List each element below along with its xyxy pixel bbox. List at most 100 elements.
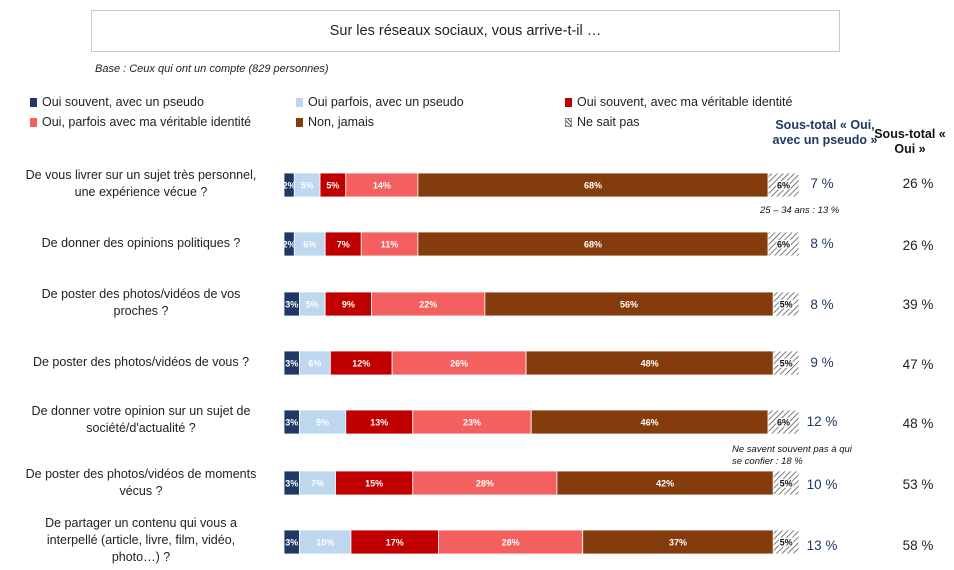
bar-segment [484,291,774,317]
bar-segment [556,470,774,496]
bar-segment [335,470,414,496]
confide-note-line: Ne savent souvent pas à qui [732,444,852,455]
bar-segment [772,529,800,555]
bar-data-label: 13% [370,418,388,428]
bar-segment [293,231,326,257]
subtotal-pseudo-header: Sous-total « Oui, avec un pseudo » [772,118,878,147]
category-label-line: De donner des opinions politiques ? [41,236,241,250]
bar-data-label: 6% [308,359,321,369]
bar-data-label: 37% [669,538,687,548]
bar-segment [767,409,800,435]
category-label: De poster des photos/vidéos de vous ? [10,354,272,371]
category-label: De poster des photos/vidéos de vos proch… [10,286,272,320]
bar-data-label: 7% [311,479,324,489]
bar-segment [360,231,419,257]
bar-segment [319,172,347,198]
bar-segment [582,529,774,555]
bar-data-label: 42% [656,479,674,489]
bar-segment [412,470,558,496]
bar-data-label: 6% [303,240,316,250]
bar-data-label: 3% [285,479,298,489]
bar-data-label: 6% [777,240,790,250]
bar-data-label: 14% [373,181,391,191]
subtotal-pseudo-value: 8 % [810,236,834,251]
category-label-line: De donner votre opinion sur un sujet de [31,404,251,418]
bar-data-label: 7% [337,240,350,250]
legend-label: Ne sait pas [577,115,640,129]
category-label-line: photo…) ? [111,550,171,564]
bar-data-label: 5% [780,479,793,489]
bar-data-label: 46% [641,418,659,428]
bar-data-label: 3% [285,300,298,310]
bar-segment [350,529,439,555]
legend-label: Oui parfois, avec un pseudo [308,95,464,109]
subtotal-oui-value: 58 % [902,538,934,553]
legend-swatch-hatch [565,117,572,127]
category-label-line: vécus ? [119,484,163,498]
subtotal-pseudo-value: 13 % [806,538,838,553]
bar-segment [324,231,362,257]
category-label-line: société/d'actualité ? [86,421,196,435]
subtotal-oui-value: 26 % [902,176,934,191]
bar-data-label: 3% [285,418,298,428]
bar-data-label: 11% [381,240,399,250]
bar-data-label: 48% [641,359,659,369]
subtotal-pseudo-value: 12 % [806,414,838,429]
bar-segment [299,470,336,496]
legend-item-non-jamais: Non, jamais [296,115,374,129]
bar-data-label: 2% [283,181,296,191]
bar-data-label: 68% [584,181,602,191]
confide-note-line: se confier : 18 % [732,456,803,467]
subtotal-pseudo-value: 7 % [810,176,834,191]
bar-data-label: 22% [419,300,437,310]
legend-item-oui-parfois-pseudo: Oui parfois, avec un pseudo [296,95,464,109]
bar-data-label: 26% [450,359,468,369]
legend-swatch [30,97,37,107]
category-label-line: De poster des photos/vidéos de vos [41,287,241,301]
bar-data-label: 56% [620,300,638,310]
subtotal-oui-value: 26 % [902,238,934,253]
legend-item-oui-parfois-identite: Oui, parfois avec ma véritable identité [30,115,251,129]
subtotal-oui-header: Sous-total « Oui » [874,127,946,156]
bar-data-label: 2% [283,240,296,250]
bar-data-label: 28% [502,538,520,548]
category-label: De poster des photos/vidéos de moments v… [10,466,272,500]
bar-segment [345,172,419,198]
bar-data-label: 9% [316,418,329,428]
subtotal-pseudo-value: 10 % [806,477,838,492]
subtotal-pseudo-value: 9 % [810,355,834,370]
bar-segment [772,350,800,376]
bar-segment [767,231,800,257]
bar-data-label: 6% [777,181,790,191]
bar-segment [329,350,393,376]
bar-segment [417,231,769,257]
bar-data-label: 5% [780,300,793,310]
legend-item-ne-sait-pas: Ne sait pas [565,115,640,129]
subtotal-oui-value: 47 % [902,357,934,372]
bar-segment [391,350,527,376]
subtotal-pseudo-value: 8 % [810,297,834,312]
age-note: 25 – 34 ans : 13 % [760,205,840,216]
bar-segment [412,409,532,435]
bar-data-label: 5% [326,181,339,191]
bar-data-label: 5% [306,300,319,310]
bar-data-label: 5% [780,538,793,548]
bar-segment [299,291,326,317]
subtotal-oui-value: 53 % [902,477,934,492]
legend-label: Non, jamais [308,115,374,129]
bar-segment [438,529,584,555]
legend-label: Oui souvent, avec un pseudo [42,95,204,109]
chart-title: Sur les réseaux sociaux, vous arrive-t-i… [91,10,840,52]
category-label-line: proches ? [113,304,169,318]
bar-data-label: 17% [386,538,404,548]
category-label-line: De partager un contenu qui vous a [45,516,237,530]
category-label: De donner votre opinion sur un sujet de … [10,403,272,437]
bar-data-label: 3% [285,359,298,369]
legend-swatch [565,97,572,107]
bar-data-label: 12% [352,359,370,369]
category-label: De partager un contenu qui vous a interp… [10,515,272,566]
bar-data-label: 23% [463,418,481,428]
category-label: De donner des opinions politiques ? [10,235,272,252]
legend-item-oui-souvent-pseudo: Oui souvent, avec un pseudo [30,95,204,109]
